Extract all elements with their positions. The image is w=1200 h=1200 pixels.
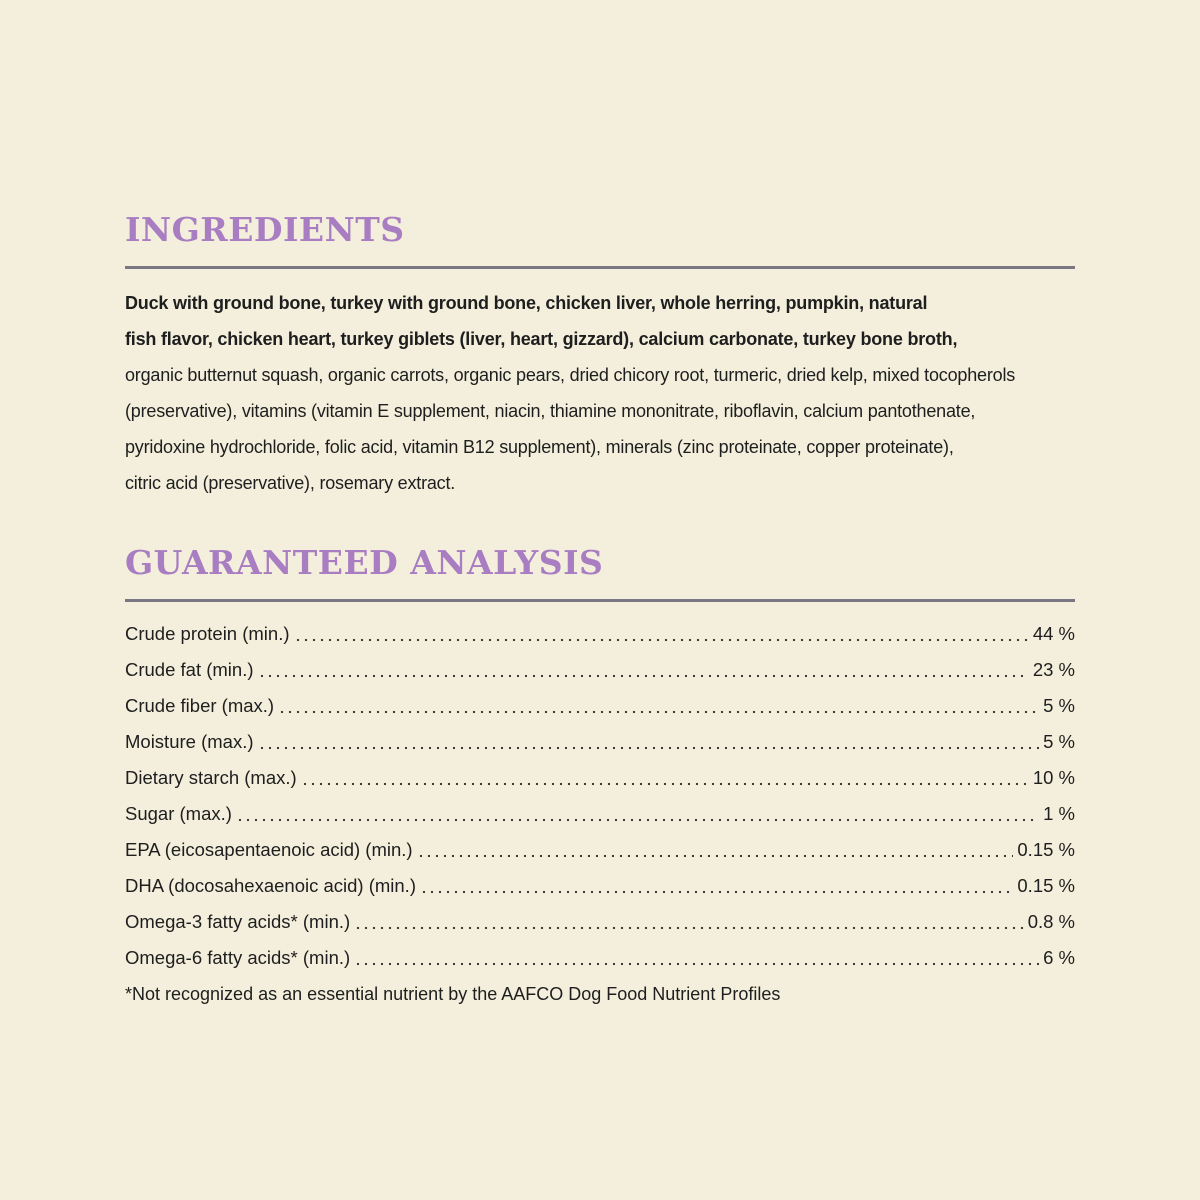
text-line: (preservative), vitamins (vitamin E supp… <box>125 401 976 421</box>
text-line: organic butternut squash, organic carrot… <box>125 365 1016 385</box>
analysis-row: Dietary starch (max.) 10 % <box>125 760 1075 796</box>
nutrient-value: 5 % <box>1043 731 1075 752</box>
analysis-section: GUARANTEED ANALYSIS Crude protein (min.)… <box>125 543 1075 1005</box>
nutrient-value: 0.15 % <box>1017 875 1075 896</box>
nutrient-label: Crude fiber (max.) <box>125 695 275 716</box>
nutrient-value: 0.8 % <box>1027 911 1075 932</box>
nutrient-label: Omega-6 fatty acids* (min.) <box>125 947 351 968</box>
nutrient-label: Crude protein (min.) <box>125 623 290 644</box>
text-line: pyridoxine hydrochloride, folic acid, vi… <box>125 437 954 457</box>
analysis-row: Crude fiber (max.) 5 % <box>125 688 1075 724</box>
divider <box>125 266 1075 269</box>
analysis-table: Crude protein (min.) 44 % Crude fat (min.)… <box>125 616 1075 976</box>
analysis-row: Omega-3 fatty acids* (min.) 0.8 % <box>125 904 1075 940</box>
nutrient-value: 44 % <box>1032 623 1075 644</box>
dot-leader <box>354 926 1024 930</box>
dot-leader <box>354 962 1040 966</box>
nutrient-value: 5 % <box>1043 695 1075 716</box>
ingredients-section: INGREDIENTS Duck with ground bone, turke… <box>125 210 1075 501</box>
analysis-row: DHA (docosahexaenoic acid) (min.) 0.15 % <box>125 868 1075 904</box>
analysis-row: Crude protein (min.) 44 % <box>125 616 1075 652</box>
dot-leader <box>420 890 1014 894</box>
section-title: GUARANTEED ANALYSIS <box>125 543 604 582</box>
analysis-row: Crude fat (min.) 23 % <box>125 652 1075 688</box>
nutrient-label: Crude fat (min.) <box>125 659 254 680</box>
nutrient-label: Moisture (max.) <box>125 731 254 752</box>
dot-leader <box>293 638 1029 642</box>
dot-leader <box>300 782 1029 786</box>
nutrient-label: Sugar (max.) <box>125 803 232 824</box>
divider <box>125 599 1075 602</box>
bold-line: fish flavor, chicken heart, turkey gible… <box>125 329 958 349</box>
section-title: INGREDIENTS <box>125 210 405 249</box>
nutrient-value: 23 % <box>1032 659 1075 680</box>
nutrient-value: 6 % <box>1043 947 1075 968</box>
ingredients-text: Duck with ground bone, turkey with groun… <box>125 285 1075 501</box>
bold-line: Duck with ground bone, turkey with groun… <box>125 293 928 313</box>
dot-leader <box>278 710 1040 714</box>
analysis-row: Moisture (max.) 5 % <box>125 724 1075 760</box>
analysis-row: Omega-6 fatty acids* (min.) 6 % <box>125 940 1075 976</box>
dot-leader <box>257 674 1029 678</box>
nutrient-label: Dietary starch (max.) <box>125 767 297 788</box>
nutrient-label: Omega-3 fatty acids* (min.) <box>125 911 351 932</box>
dot-leader <box>235 818 1040 822</box>
nutrient-label: EPA (eicosapentaenoic acid) (min.) <box>125 839 413 860</box>
text-line: citric acid (preservative), rosemary ext… <box>125 473 456 493</box>
dot-leader <box>257 746 1040 750</box>
analysis-row: Sugar (max.) 1 % <box>125 796 1075 832</box>
nutrient-value: 1 % <box>1043 803 1075 824</box>
nutrient-label: DHA (docosahexaenoic acid) (min.) <box>125 875 416 896</box>
nutrient-value: 0.15 % <box>1017 839 1075 860</box>
footnote: *Not recognized as an essential nutrient… <box>125 984 781 1004</box>
analysis-row: EPA (eicosapentaenoic acid) (min.) 0.15 % <box>125 832 1075 868</box>
nutrient-value: 10 % <box>1032 767 1075 788</box>
dot-leader <box>416 854 1014 858</box>
